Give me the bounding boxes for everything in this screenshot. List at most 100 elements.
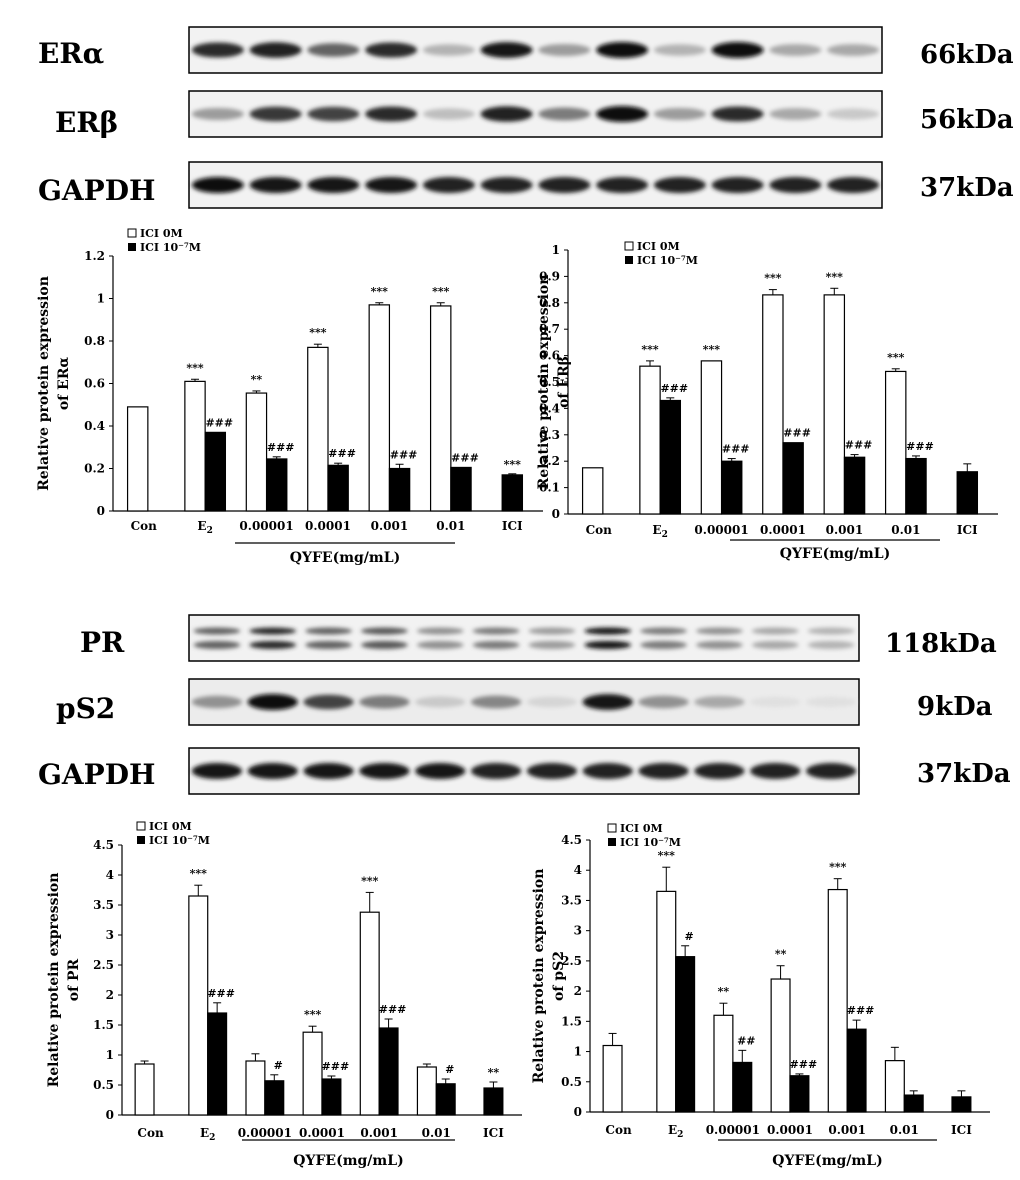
blot-band	[695, 627, 743, 635]
bar-ici-10-7m	[483, 1087, 504, 1116]
x-category-label: E2	[668, 1123, 683, 1140]
significance-mark: **	[488, 1066, 500, 1079]
x-category-label: 0.00001	[238, 1126, 292, 1140]
blot-band	[694, 763, 745, 779]
blot-band	[596, 42, 649, 58]
blot-band	[307, 177, 360, 193]
legend-swatch-white	[624, 241, 634, 251]
bar-ici-0m	[581, 467, 604, 515]
x-category-label: 0.01	[891, 523, 920, 537]
blot-band	[584, 627, 632, 635]
chart-4: 0 0.5 1 1.5 2 2.5 3 3.5 4 4.5 Relative protein exp…	[531, 822, 990, 1169]
bar-ici-0m	[126, 406, 149, 512]
legend-label: ICI 0M	[637, 240, 680, 253]
y-tick-label: 2	[574, 984, 582, 998]
blot-band	[526, 696, 578, 708]
blot-row-erα: ERα 66kDa	[38, 26, 1014, 74]
y-tick-label: 0	[97, 504, 105, 518]
y-tick-label: 4.5	[93, 838, 114, 852]
blot-band	[470, 763, 522, 779]
bar-ici-0m	[884, 1060, 905, 1113]
blot-frame	[188, 678, 860, 726]
y-tick-label: 0	[106, 1108, 114, 1122]
blot-band	[827, 108, 880, 120]
blot-band	[805, 696, 857, 708]
y-axis-label: Relative protein expression	[531, 869, 547, 1084]
bar-ici-10-7m	[207, 1012, 228, 1116]
bar-ici-10-7m	[378, 1027, 399, 1116]
blot-row-gapdh: GAPDH 37kDa	[38, 747, 1011, 795]
blot-band	[582, 763, 633, 779]
blot-row-pr: PR 118kDa	[80, 614, 997, 662]
bar-ici-0m	[307, 346, 329, 512]
blot-kda-label: 56kDa	[920, 105, 1014, 135]
legend-label: ICI 0M	[149, 820, 192, 833]
x-category-label: 0.01	[422, 1126, 451, 1140]
blot-band	[193, 641, 241, 649]
legend-swatch-black	[128, 243, 136, 251]
blot-kda-label: 37kDa	[917, 759, 1011, 789]
y-tick-label: 4	[574, 863, 582, 877]
significance-mark: ##	[737, 1034, 755, 1047]
blot-band	[249, 106, 302, 122]
blot-band	[416, 641, 464, 649]
y-tick-label: 2.5	[93, 958, 114, 972]
blot-band	[638, 763, 689, 779]
y-tick-label: 1.5	[561, 1014, 582, 1028]
x-category-label: Con	[137, 1126, 164, 1140]
blot-band	[365, 177, 418, 193]
legend-swatch-white	[607, 823, 617, 833]
significance-mark: ***	[371, 285, 389, 298]
blot-band	[640, 627, 688, 635]
blot-band	[596, 177, 649, 193]
blot-band	[191, 177, 244, 193]
y-axis-label: Relative protein expression	[536, 275, 552, 490]
blot-band	[305, 641, 353, 649]
blot-band	[416, 627, 464, 635]
blot-band	[249, 627, 297, 635]
significance-mark: **	[718, 985, 730, 998]
blot-kda-label: 118kDa	[885, 629, 997, 659]
blot-band	[805, 763, 857, 779]
y-axis-label-2: of PR	[66, 958, 82, 1001]
bar-ici-0m	[134, 1063, 155, 1116]
blot-protein-label: ERα	[38, 37, 104, 70]
y-tick-label: 0.2	[84, 462, 105, 476]
x-axis-label: QYFE(mg/mL)	[290, 550, 400, 566]
x-category-label: 0.001	[828, 1123, 866, 1137]
y-tick-label: 0	[552, 507, 560, 521]
blot-band	[307, 43, 360, 57]
blot-band	[359, 763, 410, 779]
bar-ici-0m	[184, 380, 206, 512]
bar-ici-0m	[302, 1031, 323, 1116]
legend-label: ICI 10⁻⁷M	[140, 241, 201, 254]
blot-band	[480, 106, 533, 122]
chart-2: 0 0.1 0.2 0.3 0.4 0.5 0.6 0.7 0.8 0.9 1 Relative pr…	[536, 240, 998, 562]
bar-ici-0m	[823, 294, 846, 515]
x-axis-label: QYFE(mg/mL)	[780, 546, 890, 562]
blot-band	[193, 627, 241, 635]
blot-frame	[188, 747, 860, 795]
y-tick-label: 4	[106, 868, 114, 882]
x-category-label: 0.0001	[760, 523, 806, 537]
significance-mark: #	[274, 1059, 283, 1072]
significance-mark: ###	[660, 382, 688, 395]
blot-band	[528, 627, 576, 635]
y-tick-label: 3	[574, 924, 582, 938]
significance-mark: ***	[186, 361, 204, 374]
bar-ici-0m	[602, 1044, 623, 1113]
blot-band	[305, 627, 353, 635]
blot-band	[422, 177, 475, 193]
x-category-label: E2	[652, 523, 667, 540]
y-tick-label: 0.4	[539, 401, 560, 415]
bar-ici-10-7m	[903, 1094, 924, 1113]
legend-swatch-black	[608, 838, 616, 846]
significance-mark: ###	[722, 443, 750, 456]
significance-mark: ***	[658, 849, 676, 862]
significance-mark: ***	[829, 861, 847, 874]
blot-band	[653, 107, 706, 121]
y-tick-label: 1.5	[93, 1018, 114, 1032]
y-tick-label: 3.5	[93, 898, 114, 912]
blot-kda-label: 9kDa	[917, 692, 993, 722]
